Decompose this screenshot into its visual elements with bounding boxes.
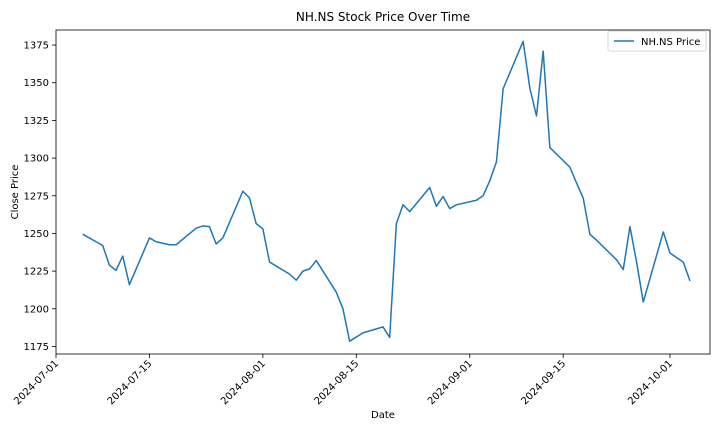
y-tick-label: 1175: [24, 342, 49, 353]
x-tick-label: 2024-09-01: [426, 358, 475, 407]
x-tick-label: 2024-08-01: [219, 358, 268, 407]
y-tick-label: 1225: [24, 267, 49, 278]
series-points: [82, 41, 690, 342]
y-tick-label: 1275: [24, 191, 49, 202]
plot-area: [55, 29, 711, 355]
y-tick-label: 1325: [24, 116, 49, 127]
legend: NH.NS Price: [607, 30, 707, 52]
x-tick-label: 2024-07-01: [12, 358, 61, 407]
x-tick-label: 2024-07-15: [106, 358, 155, 407]
series-line-nhns-price: [82, 40, 691, 342]
chart-title: NH.NS Stock Price Over Time: [296, 10, 470, 24]
y-tick-label: 1375: [24, 41, 49, 52]
x-axis: 2024-07-01 2024-07-15 2024-08-01 2024-08-15…: [12, 354, 675, 407]
y-axis-label: Close Price: [10, 165, 21, 220]
y-tick-label: 1300: [24, 154, 49, 165]
legend-label: NH.NS Price: [641, 37, 700, 48]
x-tick-label: 2024-09-15: [519, 358, 568, 407]
y-axis: 1175 1200 1225 1250 1275 1300 1325 1350 1375: [24, 41, 56, 353]
x-tick-label: 2024-10-01: [626, 358, 675, 407]
legend-box: [607, 30, 707, 52]
y-tick-label: 1350: [24, 78, 49, 89]
plot-frame: [55, 29, 711, 355]
y-tick-label: 1200: [24, 304, 49, 315]
x-axis-label: Date: [371, 410, 395, 421]
y-tick-label: 1250: [24, 229, 49, 240]
x-tick-label: 2024-08-15: [313, 358, 362, 407]
